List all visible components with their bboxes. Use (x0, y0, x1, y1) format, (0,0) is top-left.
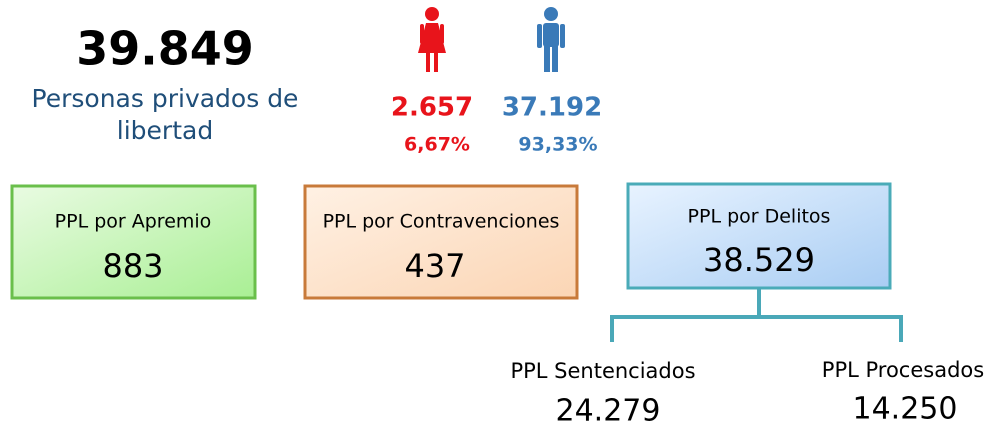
box-label: PPL por Apremio (55, 211, 212, 233)
box-contravenciones (303, 184, 579, 300)
box-label: PPL por Delitos (688, 206, 831, 228)
total-label: libertad (117, 116, 213, 145)
female-icon (418, 7, 446, 72)
female-percent: 6,67% (404, 134, 470, 156)
box-label: PPL por Contravenciones (323, 211, 560, 233)
box-apremio (10, 184, 257, 300)
connector (610, 288, 903, 342)
male-icon (537, 7, 565, 72)
box-value: 883 (102, 247, 163, 285)
female-value: 2.657 (391, 93, 473, 123)
sub-value: 14.250 (853, 392, 958, 427)
box-value: 38.529 (703, 241, 815, 279)
box-delitos (626, 182, 892, 290)
sub-label: PPL Sentenciados (510, 359, 695, 383)
total-value: 39.849 (76, 22, 254, 76)
male-percent: 93,33% (518, 134, 597, 156)
sub-value: 24.279 (556, 394, 661, 429)
box-value: 437 (404, 247, 465, 285)
male-value: 37.192 (502, 93, 602, 123)
sub-label: PPL Procesados (822, 358, 984, 382)
total-label: Personas privados de (32, 84, 299, 113)
